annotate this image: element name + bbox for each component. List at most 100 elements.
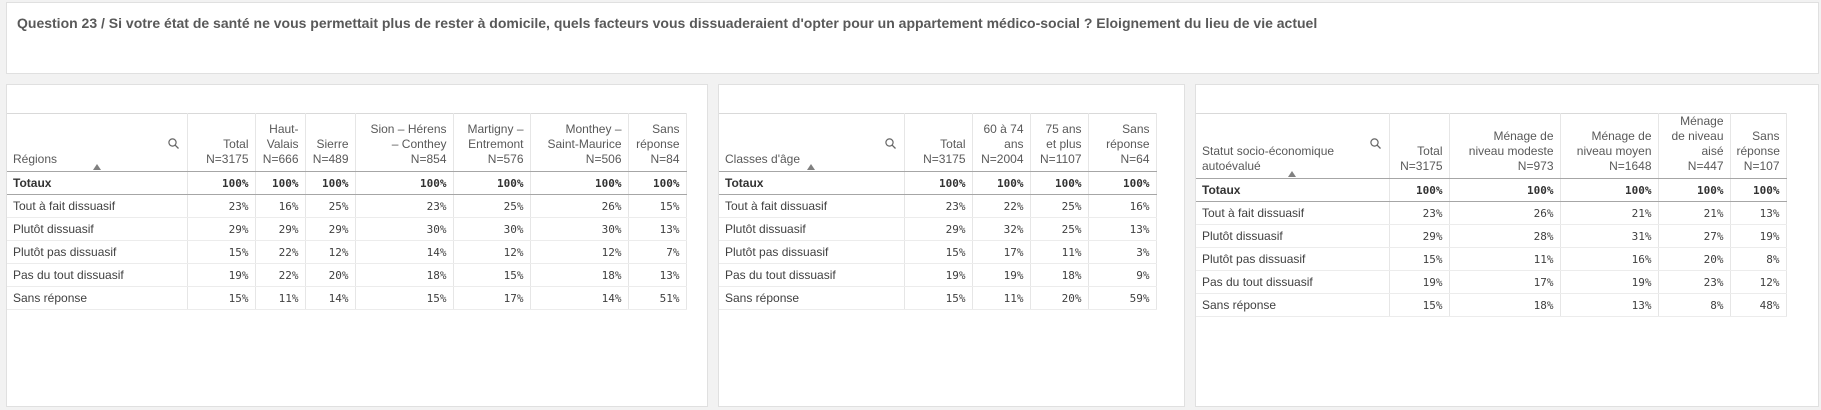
- value-cell: 15%: [1389, 293, 1450, 317]
- value-cell: 23%: [1389, 201, 1450, 225]
- value-cell: 22%: [972, 194, 1031, 218]
- dimension-label: Classes d'âge: [725, 152, 800, 166]
- total-cell: 100%: [1560, 178, 1659, 202]
- dimension-header[interactable]: Classes d'âge: [719, 113, 905, 172]
- table-row: Sans réponse 15% 18% 13% 8% 48%: [1196, 293, 1787, 317]
- value-cell: 31%: [1560, 224, 1659, 248]
- column-header[interactable]: Total N=3175: [904, 113, 973, 172]
- value-cell: 11%: [255, 286, 306, 310]
- row-label[interactable]: Plutôt dissuasif: [7, 217, 188, 241]
- value-cell: 18%: [355, 263, 454, 287]
- column-header[interactable]: 75 ans et plus N=1107: [1030, 113, 1089, 172]
- total-cell: 100%: [305, 171, 356, 195]
- row-label[interactable]: Plutôt dissuasif: [1196, 224, 1390, 248]
- column-header[interactable]: Sans réponse N=64: [1088, 113, 1157, 172]
- search-icon[interactable]: [167, 138, 179, 149]
- column-header[interactable]: Total N=3175: [187, 113, 256, 172]
- column-header[interactable]: Sans réponse N=107: [1730, 113, 1787, 179]
- value-cell: 22%: [255, 263, 306, 287]
- header-row: Régions Total N=3175 Haut-Valais N=666 Sier…: [7, 113, 687, 172]
- table-row: Pas du tout dissuasif 19% 22% 20% 18% 15% 18% 1…: [7, 263, 687, 287]
- value-cell: 14%: [305, 286, 356, 310]
- column-header[interactable]: Haut-Valais N=666: [255, 113, 306, 172]
- value-cell: 19%: [1560, 270, 1659, 294]
- search-icon[interactable]: [1369, 138, 1381, 149]
- row-label[interactable]: Sans réponse: [1196, 293, 1390, 317]
- value-cell: 25%: [1030, 194, 1089, 218]
- value-cell: 15%: [355, 286, 454, 310]
- column-header[interactable]: Total N=3175: [1389, 113, 1450, 179]
- total-cell: 100%: [355, 171, 454, 195]
- total-cell: 100%: [453, 171, 531, 195]
- value-cell: 48%: [1730, 293, 1787, 317]
- row-label[interactable]: Sans réponse: [719, 286, 905, 310]
- value-cell: 8%: [1730, 247, 1787, 271]
- header-row: Classes d'âge Total N=3175 60 à 74 ans N=2…: [719, 113, 1157, 172]
- value-cell: 26%: [530, 194, 629, 218]
- value-cell: 28%: [1449, 224, 1561, 248]
- value-cell: 20%: [1658, 247, 1731, 271]
- value-cell: 15%: [187, 240, 256, 264]
- totals-row: Totaux 100% 100% 100% 100% 100%: [1196, 178, 1787, 202]
- row-label[interactable]: Tout à fait dissuasif: [7, 194, 188, 218]
- value-cell: 16%: [1088, 194, 1157, 218]
- value-cell: 59%: [1088, 286, 1157, 310]
- row-label[interactable]: Pas du tout dissuasif: [1196, 270, 1390, 294]
- value-cell: 19%: [904, 263, 973, 287]
- row-label[interactable]: Tout à fait dissuasif: [1196, 201, 1390, 225]
- column-header[interactable]: Sans réponse N=84: [628, 113, 687, 172]
- value-cell: 17%: [972, 240, 1031, 264]
- sort-ascending-icon[interactable]: [1288, 171, 1297, 177]
- row-label[interactable]: Pas du tout dissuasif: [7, 263, 188, 287]
- column-header[interactable]: Ménage de niveau modeste N=973: [1449, 113, 1561, 179]
- total-cell: 100%: [1658, 178, 1731, 202]
- value-cell: 16%: [1560, 247, 1659, 271]
- column-header[interactable]: 60 à 74 ans N=2004: [972, 113, 1031, 172]
- value-cell: 23%: [1658, 270, 1731, 294]
- value-cell: 16%: [255, 194, 306, 218]
- row-label[interactable]: Tout à fait dissuasif: [719, 194, 905, 218]
- total-cell: 100%: [904, 171, 973, 195]
- row-label[interactable]: Sans réponse: [7, 286, 188, 310]
- total-cell: 100%: [972, 171, 1031, 195]
- column-header[interactable]: Ménage de niveau aisé N=447: [1658, 113, 1731, 179]
- column-header[interactable]: Monthey – Saint-Maurice N=506: [530, 113, 629, 172]
- table-row: Pas du tout dissuasif 19% 17% 19% 23% 12%: [1196, 270, 1787, 294]
- row-label[interactable]: Pas du tout dissuasif: [719, 263, 905, 287]
- sort-ascending-icon[interactable]: [807, 164, 816, 170]
- column-header[interactable]: Sion – Hérens – Conthey N=854: [355, 113, 454, 172]
- value-cell: 29%: [305, 217, 356, 241]
- row-label[interactable]: Plutôt dissuasif: [719, 217, 905, 241]
- value-cell: 30%: [453, 217, 531, 241]
- value-cell: 19%: [1730, 224, 1787, 248]
- dimension-header[interactable]: Statut socio-économique autoévalué: [1196, 113, 1390, 179]
- value-cell: 27%: [1658, 224, 1731, 248]
- column-header[interactable]: Martigny – Entremont N=576: [453, 113, 531, 172]
- search-icon[interactable]: [884, 138, 896, 149]
- value-cell: 9%: [1088, 263, 1157, 287]
- value-cell: 15%: [1389, 247, 1450, 271]
- column-header[interactable]: Ménage de niveau moyen N=1648: [1560, 113, 1659, 179]
- dimension-header[interactable]: Régions: [7, 113, 188, 172]
- value-cell: 30%: [355, 217, 454, 241]
- table-row: Tout à fait dissuasif 23% 26% 21% 21% 13%: [1196, 201, 1787, 225]
- value-cell: 15%: [453, 263, 531, 287]
- value-cell: 13%: [1560, 293, 1659, 317]
- table-row: Plutôt dissuasif 29% 32% 25% 13%: [719, 217, 1157, 241]
- value-cell: 14%: [530, 286, 629, 310]
- socio-table-panel: Statut socio-économique autoévalué Total …: [1195, 84, 1819, 407]
- row-label[interactable]: Plutôt pas dissuasif: [719, 240, 905, 264]
- sort-ascending-icon[interactable]: [92, 164, 101, 170]
- value-cell: 25%: [1030, 217, 1089, 241]
- row-label[interactable]: Plutôt pas dissuasif: [1196, 247, 1390, 271]
- table-row: Tout à fait dissuasif 23% 22% 25% 16%: [719, 194, 1157, 218]
- value-cell: 13%: [628, 217, 687, 241]
- table-row: Plutôt pas dissuasif 15% 22% 12% 14% 12% 12% 7%: [7, 240, 687, 264]
- total-cell: 100%: [628, 171, 687, 195]
- page-title: Question 23 / Si votre état de santé ne …: [17, 15, 1318, 31]
- value-cell: 20%: [305, 263, 356, 287]
- value-cell: 32%: [972, 217, 1031, 241]
- row-label[interactable]: Plutôt pas dissuasif: [7, 240, 188, 264]
- value-cell: 15%: [904, 240, 973, 264]
- column-header[interactable]: Sierre N=489: [305, 113, 356, 172]
